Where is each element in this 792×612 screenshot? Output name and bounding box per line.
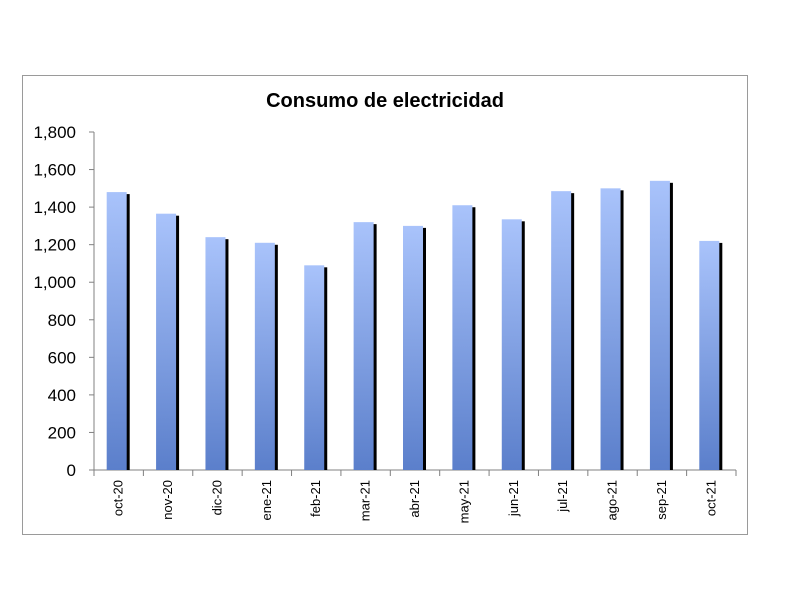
bar-feb-21 bbox=[304, 265, 328, 470]
y-axis: 0 200 400 600 800 1,000 1,200 1,400 1,600 1,800 bbox=[33, 123, 95, 480]
x-tick-label: mar-21 bbox=[358, 480, 373, 521]
y-tick-label: 1,200 bbox=[33, 236, 76, 255]
x-tick-label: jun-21 bbox=[506, 480, 521, 517]
bar bbox=[254, 242, 275, 470]
bar bbox=[600, 188, 621, 471]
x-tick-label: dic-20 bbox=[209, 480, 224, 515]
y-tick-label: 1,000 bbox=[33, 273, 76, 292]
bar bbox=[353, 222, 374, 470]
x-tick-label: feb-21 bbox=[308, 480, 323, 517]
bar bbox=[452, 205, 473, 470]
bar bbox=[501, 219, 522, 470]
bar bbox=[699, 240, 720, 470]
y-tick-label: 200 bbox=[48, 423, 76, 442]
x-tick-label: sep-21 bbox=[654, 480, 669, 520]
bar-abr-21 bbox=[403, 225, 426, 470]
x-tick-label: abr-21 bbox=[407, 480, 422, 518]
y-tick-label: 1,600 bbox=[33, 161, 76, 180]
y-tick-label: 1,800 bbox=[33, 123, 76, 142]
bar-sep-21 bbox=[649, 180, 673, 471]
chart-title: Consumo de electricidad bbox=[266, 90, 504, 112]
bar bbox=[156, 213, 177, 470]
bar bbox=[649, 180, 670, 471]
bar-dic-20 bbox=[205, 237, 229, 470]
x-tick-label: ago-21 bbox=[605, 480, 620, 520]
y-tick-label: 600 bbox=[48, 348, 76, 367]
bar bbox=[304, 265, 325, 470]
x-axis: oct-20 nov-20 dic-20 ene-21 feb-21 mar-21 abr-… bbox=[93, 469, 737, 523]
bar-jun-21 bbox=[501, 219, 525, 470]
bar-ago-21 bbox=[600, 188, 624, 471]
y-tick-label: 800 bbox=[48, 311, 76, 330]
y-tick-label: 1,400 bbox=[33, 198, 76, 217]
bar-jul-21 bbox=[551, 191, 575, 470]
x-tick-label: may-21 bbox=[456, 480, 471, 523]
bar bbox=[551, 191, 572, 470]
chart-frame bbox=[22, 75, 748, 535]
bar-ene-21 bbox=[254, 242, 278, 470]
bar-nov-20 bbox=[156, 213, 180, 470]
x-tick-label: jul-21 bbox=[555, 480, 570, 513]
x-tick-label: ene-21 bbox=[259, 480, 274, 520]
bar bbox=[205, 237, 226, 470]
bar bbox=[403, 225, 423, 470]
bar-oct-21 bbox=[699, 240, 723, 470]
y-tick-label: 400 bbox=[48, 386, 76, 405]
x-tick-label: oct-20 bbox=[111, 480, 126, 516]
x-tick-label: nov-20 bbox=[160, 480, 175, 520]
bar-series bbox=[106, 180, 723, 471]
x-tick-label: oct-21 bbox=[703, 480, 718, 516]
bar bbox=[106, 192, 127, 471]
bar-mar-21 bbox=[353, 222, 377, 470]
bar-may-21 bbox=[452, 205, 476, 470]
y-tick-label: 0 bbox=[67, 461, 76, 480]
bar-oct-20 bbox=[106, 192, 130, 471]
